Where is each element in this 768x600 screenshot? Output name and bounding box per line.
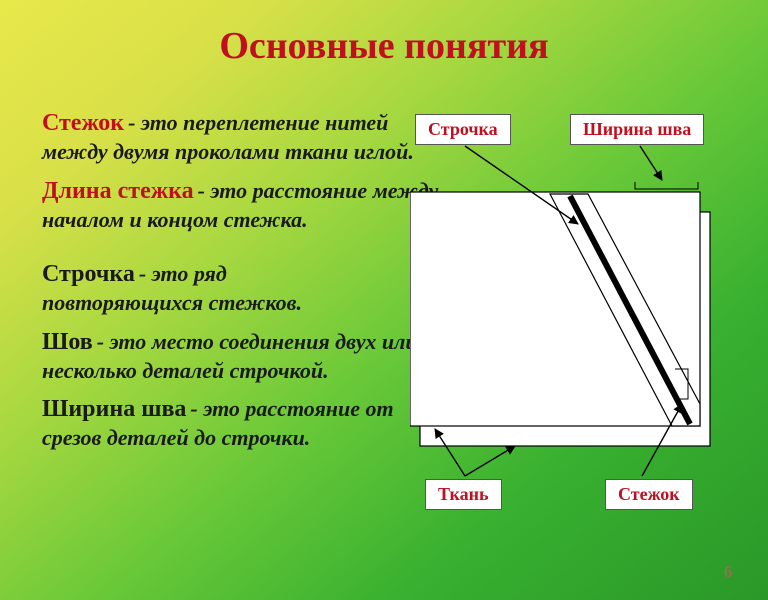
term: Шов [42,329,93,355]
term: Строчка [42,261,135,287]
page-number: 6 [724,564,732,582]
def-text: - это место соединения двух или нескольк… [42,329,418,383]
term: Стежок [42,110,124,136]
page-title: Основные понятия [0,24,768,68]
term: Длина стежка [42,178,194,204]
diagram: Строчка Ширина шва Ткань Стежок [410,114,740,534]
definitions-block: Стежок - это переплетение нитей между дв… [42,108,442,462]
term: Ширина шва [42,396,186,422]
def-shov: Шов - это место соединения двух или неск… [42,327,432,385]
def-strochka: Строчка - это ряд повторяющихся стежков. [42,259,342,317]
diagram-svg [410,114,740,534]
def-stezhok: Стежок - это переплетение нитей между дв… [42,108,442,166]
def-dlina-stezhka: Длина стежка - это расстояние между нача… [42,176,442,234]
def-shirina-shva: Ширина шва - это расстояние от срезов де… [42,394,402,452]
